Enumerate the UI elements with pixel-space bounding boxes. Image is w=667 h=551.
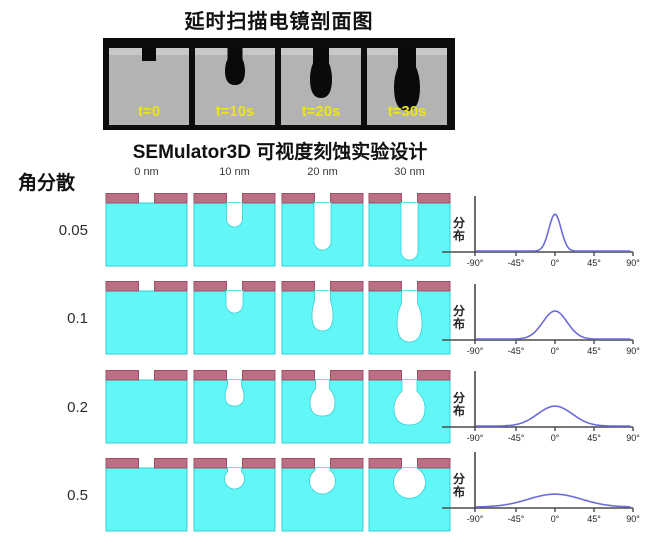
row-label-02: 0.2 [67,399,88,416]
svg-text:45°: 45° [587,258,601,268]
svg-text:布: 布 [453,484,465,499]
svg-text:90°: 90° [626,514,640,524]
svg-text:-45°: -45° [508,514,525,524]
etch-cell [368,370,451,444]
sem-panel-t10: t=10s [195,48,275,125]
svg-text:90°: 90° [626,433,640,443]
etch-cell [193,193,276,267]
svg-text:90°: 90° [626,258,640,268]
svg-text:分: 分 [453,215,465,230]
sem-panel-t0: t=0 [109,48,189,125]
sem-figure: t=0 t=10s t=20s t=30s [103,38,455,130]
svg-text:-45°: -45° [508,346,525,356]
svg-text:-90°: -90° [467,433,484,443]
column-header-20nm: 20 nm [307,166,338,178]
svg-text:0°: 0° [551,514,560,524]
sem-panel-t20: t=20s [281,48,361,125]
svg-text:-45°: -45° [508,258,525,268]
sem-etch-profile [225,48,245,85]
row-axis-label: 角分散 [18,173,76,194]
sem-time-label: t=20s [301,103,341,120]
row-label-005: 0.05 [58,222,88,239]
svg-text:90°: 90° [626,346,640,356]
etch-cell [281,281,364,355]
etch-cell [105,458,188,532]
etch-cell [368,458,451,532]
etch-cell [105,281,188,355]
svg-text:45°: 45° [587,346,601,356]
distribution-plot-005: -90° -45° 0° 45° 90° 分布 [442,196,640,268]
svg-text:0°: 0° [551,433,560,443]
column-header-30nm: 30 nm [394,166,425,178]
sem-section-title: 延时扫描电镜剖面图 [184,11,374,33]
sem-etch-profile [310,48,332,98]
sem-etch-profile [142,48,156,61]
distribution-plot-05: -90° -45° 0° 45° 90° 分布 [442,452,640,524]
svg-text:45°: 45° [587,514,601,524]
svg-text:-90°: -90° [467,346,484,356]
etch-cell [281,370,364,444]
svg-text:-45°: -45° [508,433,525,443]
svg-text:-90°: -90° [467,514,484,524]
svg-text:分: 分 [453,390,465,405]
sem-time-label: t=30s [387,103,427,120]
etch-cell [105,370,188,444]
svg-text:0°: 0° [551,258,560,268]
svg-text:布: 布 [453,403,465,418]
svg-text:-90°: -90° [467,258,484,268]
svg-text:布: 布 [453,316,465,331]
column-header-0nm: 0 nm [134,166,159,178]
sem-time-label: t=0 [137,103,161,120]
etch-cell [368,193,451,267]
distribution-plot-02: -90° -45° 0° 45° 90° 分布 [442,371,640,443]
svg-text:分: 分 [453,471,465,486]
svg-text:45°: 45° [587,433,601,443]
etch-cell [193,458,276,532]
etch-cell [281,193,364,267]
svg-text:分: 分 [453,303,465,318]
etch-cell [368,281,451,355]
sem-time-label: t=10s [215,103,255,120]
row-label-01: 0.1 [67,310,88,327]
sim-section-title: SEMulator3D 可视度刻蚀实验设计 [132,142,428,163]
svg-text:0°: 0° [551,346,560,356]
etch-cell [193,370,276,444]
etch-cell [281,458,364,532]
svg-text:布: 布 [453,228,465,243]
etch-cell [105,193,188,267]
column-header-10nm: 10 nm [219,166,250,178]
etch-cell [193,281,276,355]
sem-panel-t30: t=30s [367,48,447,125]
sem-etch-profile [394,48,420,111]
distribution-plot-01: -90° -45° 0° 45° 90° 分布 [442,284,640,356]
row-label-05: 0.5 [67,487,88,504]
